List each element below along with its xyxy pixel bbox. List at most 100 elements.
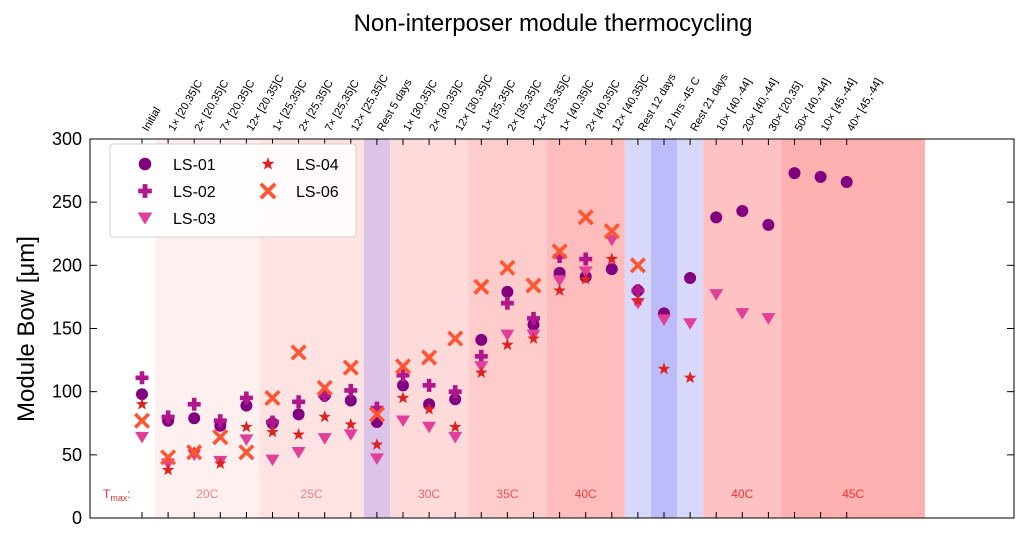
y-tick-label-200: 200 bbox=[52, 255, 82, 275]
point-ls-02-1 bbox=[161, 410, 175, 424]
point-ls-01-2 bbox=[188, 412, 201, 425]
point-ls-03-6 bbox=[291, 447, 306, 459]
legend-marker-ls-02 bbox=[138, 184, 152, 198]
y-axis-label: Module Bow [μm] bbox=[13, 236, 40, 422]
point-ls-04-3 bbox=[214, 457, 227, 469]
band-label-0: 20C bbox=[196, 487, 218, 501]
point-ls-03-16 bbox=[552, 275, 567, 287]
point-ls-02-6 bbox=[292, 395, 306, 409]
point-ls-01-8 bbox=[344, 394, 357, 407]
point-ls-06-2 bbox=[186, 444, 203, 461]
point-ls-06-16 bbox=[551, 243, 568, 260]
point-ls-01-22 bbox=[710, 211, 723, 224]
legend-label-ls-02: LS-02 bbox=[173, 184, 216, 201]
point-ls-01-4 bbox=[240, 399, 253, 412]
point-ls-03-12 bbox=[448, 431, 463, 444]
point-ls-04-6 bbox=[292, 428, 305, 440]
chart-title: Non-interposer module thermocycling bbox=[354, 10, 753, 37]
point-ls-06-19 bbox=[629, 257, 646, 274]
x-category-labels: Initial 1× [20,35]C2× [20,35]C7× [20,35]C… bbox=[140, 71, 885, 133]
y-tick-label-100: 100 bbox=[52, 382, 82, 402]
tmax-label-sub: max bbox=[110, 493, 128, 503]
point-ls-03-2 bbox=[187, 449, 202, 462]
point-ls-03-22 bbox=[709, 289, 724, 301]
point-ls-03-4 bbox=[239, 434, 254, 446]
point-ls-03-0 bbox=[135, 431, 149, 444]
point-ls-02-5 bbox=[266, 415, 279, 429]
point-ls-02-3 bbox=[213, 414, 227, 428]
point-ls-06-18 bbox=[603, 223, 620, 240]
point-ls-04-10 bbox=[396, 391, 410, 404]
y-tick-label-300: 300 bbox=[52, 129, 82, 149]
band-label-1: 25C bbox=[301, 487, 323, 501]
band-6 bbox=[624, 139, 651, 518]
point-ls-01-12 bbox=[449, 393, 462, 406]
band-label-10: 45C bbox=[842, 487, 864, 501]
point-ls-06-7 bbox=[316, 379, 333, 396]
legend-label-ls-04: LS-04 bbox=[296, 157, 339, 174]
point-ls-03-7 bbox=[317, 433, 332, 445]
point-ls-04-11 bbox=[422, 402, 436, 415]
x-category-label-0: Initial bbox=[140, 105, 163, 133]
point-ls-06-11 bbox=[421, 349, 438, 366]
point-ls-01-24 bbox=[762, 218, 775, 231]
point-ls-04-13 bbox=[475, 366, 488, 378]
point-ls-06-6 bbox=[290, 344, 307, 361]
legend-label-ls-03: LS-03 bbox=[173, 211, 216, 228]
point-ls-04-16 bbox=[553, 284, 566, 296]
point-ls-03-9 bbox=[369, 453, 384, 465]
point-ls-04-12 bbox=[449, 420, 462, 433]
point-ls-02-7 bbox=[318, 388, 332, 402]
point-ls-03-10 bbox=[396, 415, 410, 428]
point-ls-03-11 bbox=[422, 421, 437, 434]
point-ls-04-9 bbox=[370, 438, 384, 450]
point-ls-03-19 bbox=[630, 297, 645, 310]
point-ls-01-14 bbox=[501, 285, 514, 298]
point-ls-04-5 bbox=[266, 425, 279, 438]
point-ls-02-10 bbox=[396, 368, 410, 382]
point-ls-02-12 bbox=[448, 385, 462, 399]
point-ls-01-10 bbox=[397, 379, 409, 392]
point-ls-03-18 bbox=[604, 234, 619, 247]
legend-box bbox=[109, 143, 357, 238]
point-ls-02-16 bbox=[553, 249, 567, 263]
band-9 bbox=[703, 139, 782, 518]
point-ls-06-1 bbox=[160, 449, 177, 466]
point-ls-01-6 bbox=[292, 408, 305, 421]
point-ls-03-23 bbox=[735, 308, 750, 320]
legend-marker-ls-04 bbox=[261, 157, 275, 170]
point-ls-01-0 bbox=[136, 388, 148, 401]
band-labels: 20C 25C 30C 35C 40C 40C 45C bbox=[196, 487, 864, 501]
point-ls-01-18 bbox=[605, 263, 618, 276]
band-7 bbox=[650, 139, 678, 518]
point-ls-06-4 bbox=[238, 444, 255, 461]
point-ls-06-10 bbox=[394, 358, 412, 375]
y-axis: 0 50 100 150 200 250 300 bbox=[52, 129, 1014, 528]
y-tick-label-50: 50 bbox=[62, 445, 82, 465]
series-ls-02 bbox=[135, 249, 645, 429]
point-ls-03-21 bbox=[683, 318, 698, 330]
series-ls-06 bbox=[133, 209, 646, 466]
point-ls-03-17 bbox=[578, 266, 593, 278]
point-ls-04-8 bbox=[344, 418, 357, 430]
point-ls-02-11 bbox=[422, 378, 436, 392]
point-ls-03-20 bbox=[657, 314, 671, 326]
point-ls-04-7 bbox=[318, 410, 331, 423]
point-ls-04-0 bbox=[135, 397, 149, 410]
point-ls-02-9 bbox=[370, 401, 384, 415]
band-label-9: 40C bbox=[731, 487, 753, 501]
series-ls-04 bbox=[135, 252, 697, 476]
point-ls-06-14 bbox=[499, 259, 516, 276]
point-ls-02-14 bbox=[500, 296, 514, 310]
point-ls-02-4 bbox=[239, 391, 253, 405]
point-ls-06-12 bbox=[447, 330, 464, 347]
point-ls-04-14 bbox=[501, 338, 514, 351]
point-ls-06-0 bbox=[133, 412, 151, 429]
point-ls-06-17 bbox=[577, 209, 594, 226]
band-label-5: 40C bbox=[575, 487, 597, 501]
tmax-label-t: T bbox=[103, 487, 111, 501]
point-ls-04-21 bbox=[683, 371, 697, 384]
point-ls-02-15 bbox=[527, 311, 540, 325]
point-ls-04-1 bbox=[161, 463, 175, 476]
